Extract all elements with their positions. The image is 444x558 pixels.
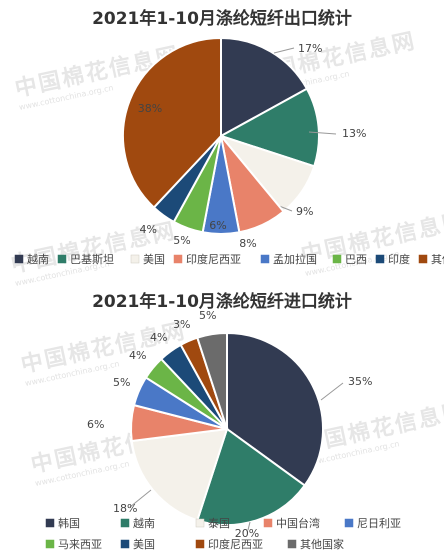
- legend-swatch: [332, 254, 342, 264]
- leader-line: [273, 47, 295, 54]
- slice-value-label: 20%: [235, 527, 259, 540]
- slice-value-label: 5%: [173, 234, 190, 247]
- legend-swatch: [195, 518, 205, 528]
- legend-label: 印度尼西亚: [186, 252, 241, 266]
- legend-label: 越南: [133, 516, 155, 530]
- legend-swatch: [14, 254, 24, 264]
- legend-label: 尼日利亚: [357, 517, 401, 530]
- legend-swatch: [120, 539, 130, 549]
- legend-swatch: [287, 539, 297, 549]
- pie-slice: [121, 36, 222, 209]
- legend-label: 印度尼西亚: [208, 537, 263, 551]
- slice-value-label: 8%: [239, 237, 256, 250]
- slice-value-label: 9%: [296, 205, 313, 218]
- slice-value-label: 5%: [199, 309, 216, 322]
- legend-label: 其他国家: [300, 537, 344, 551]
- pie-slice: [218, 87, 320, 168]
- legend-label: 其他国家: [431, 252, 444, 266]
- pie-slice: [196, 331, 228, 430]
- legend-swatch: [173, 254, 183, 264]
- pie-slice: [220, 36, 309, 138]
- legend-label: 中国台湾: [276, 516, 320, 530]
- legend-swatch: [120, 518, 130, 528]
- pie-slice: [196, 427, 307, 526]
- slice-value-label: 4%: [129, 349, 146, 362]
- legend-swatch: [375, 254, 385, 264]
- legend-label: 印度: [388, 252, 410, 266]
- leader-line: [308, 131, 337, 135]
- legend-swatch: [260, 254, 270, 264]
- slice-value-label: 4%: [140, 223, 157, 236]
- slice-value-label: 3%: [173, 318, 190, 331]
- pie-slice: [130, 427, 229, 522]
- legend-swatch: [418, 254, 428, 264]
- slice-value-label: 38%: [138, 102, 162, 115]
- slice-value-label: 5%: [113, 376, 130, 389]
- legend-label: 美国: [133, 538, 155, 551]
- legend-label: 泰国: [208, 516, 230, 530]
- legend-label: 马来西亚: [58, 538, 102, 551]
- slice-value-label: 13%: [342, 127, 366, 140]
- slice-value-label: 17%: [298, 42, 322, 55]
- leader-line: [320, 382, 344, 401]
- legend-label: 韩国: [58, 516, 80, 530]
- legend-label: 美国: [143, 253, 165, 266]
- chart-title: 2021年1-10月涤纶短纤出口统计: [92, 8, 352, 29]
- legend-swatch: [195, 539, 205, 549]
- leader-line: [129, 489, 152, 508]
- pie-chart-1: 2021年1-10月涤纶短纤进口统计 35% 20% 18% 6% 5% 4% 4% 3% 5% 韩…: [45, 291, 401, 551]
- slice-value-label: 6%: [87, 418, 104, 431]
- legend-swatch: [263, 518, 273, 528]
- legend-label: 越南: [27, 252, 49, 266]
- slice-value-label: 6%: [209, 219, 226, 232]
- pie-slice: [226, 331, 324, 487]
- legend-swatch: [57, 254, 67, 264]
- legend-label: 巴西: [345, 253, 367, 266]
- slice-value-label: 35%: [348, 375, 372, 388]
- legend-label: 巴基斯坦: [70, 252, 114, 266]
- legend-swatch: [45, 539, 55, 549]
- legend-swatch: [45, 518, 55, 528]
- chart-title: 2021年1-10月涤纶短纤进口统计: [92, 291, 352, 312]
- pie-chart-0: 2021年1-10月涤纶短纤出口统计 17% 13% 9% 8% 6% 5% 4% 38% 越南 巴…: [14, 8, 444, 266]
- slice-value-label: 18%: [113, 502, 137, 515]
- legend-swatch: [344, 518, 354, 528]
- legend-swatch: [130, 254, 140, 264]
- leader-line: [247, 521, 251, 531]
- legend-label: 孟加拉国: [273, 252, 317, 266]
- slice-value-label: 4%: [150, 331, 167, 344]
